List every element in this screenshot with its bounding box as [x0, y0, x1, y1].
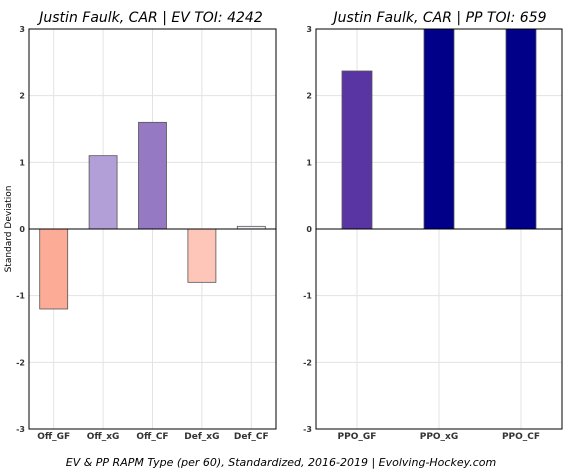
- ev-y-tick-label: -2: [16, 358, 25, 367]
- pp-y-tick-label: -3: [303, 425, 312, 434]
- pp-bar-ppo-xg: [423, 28, 455, 230]
- pp-bar-ppo-gf: [341, 70, 373, 230]
- ev-y-axis-label: Standard Deviation: [4, 186, 14, 273]
- pp-chart-title: Justin Faulk, CAR | PP TOI: 659: [330, 10, 546, 26]
- ev-bar-def-xg: [187, 228, 217, 283]
- ev-x-tick-label: Off_CF: [136, 432, 168, 442]
- ev-y-tick-label: 0: [19, 225, 25, 234]
- ev-x-tick-label: Off_GF: [37, 432, 70, 442]
- pp-rapm-chart: -3 -2 -1 0 1 2 3 PPO_GF PPO_xG PPO_CF Justin Faulk…: [303, 10, 563, 442]
- pp-y-tick-label: 3: [306, 25, 312, 34]
- pp-plot-frame: [315, 28, 563, 430]
- figure-footer: EV & PP RAPM Type (per 60), Standardized…: [66, 456, 497, 469]
- pp-x-tick-label: PPO_CF: [502, 432, 540, 442]
- pp-y-tick-label: 2: [306, 92, 312, 101]
- pp-y-tick-label: 1: [306, 158, 312, 167]
- ev-chart-title: Justin Faulk, CAR | EV TOI: 4242: [36, 10, 263, 26]
- ev-y-tick-label: 2: [19, 92, 25, 101]
- ev-x-tick-label: Off_xG: [87, 432, 120, 442]
- ev-y-tick-label: 1: [19, 158, 25, 167]
- ev-bar-off-xg: [88, 155, 118, 230]
- ev-x-tick-label: Def_CF: [234, 432, 269, 442]
- pp-x-tick-label: PPO_GF: [338, 432, 377, 442]
- ev-bar-off-cf: [138, 121, 167, 230]
- ev-y-tick-label: 3: [19, 25, 25, 34]
- pp-x-tick-label: PPO_xG: [420, 432, 459, 442]
- pp-y-tick-label: 0: [306, 225, 312, 234]
- ev-y-tick-label: -3: [16, 425, 25, 434]
- ev-rapm-chart: -3 -2 -1 0 1 2 3 Off_GF Off_xG Off_CF Def_xG Def_CF…: [4, 10, 277, 442]
- pp-y-tick-label: -1: [303, 292, 312, 301]
- ev-plot-frame: [28, 28, 277, 430]
- pp-y-tick-label: -2: [303, 358, 312, 367]
- ev-x-tick-label: Def_xG: [184, 432, 219, 442]
- ev-y-tick-label: -1: [16, 292, 25, 301]
- ev-bar-off-gf: [39, 228, 69, 310]
- pp-bar-ppo-cf: [505, 28, 537, 230]
